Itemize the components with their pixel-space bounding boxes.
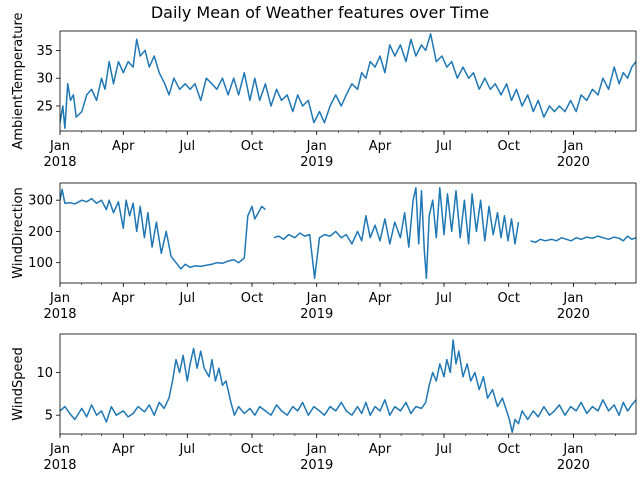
x-tick-label: Jan: [562, 442, 583, 457]
x-tick-label: Jan: [562, 291, 583, 306]
y-tick-label: 200: [28, 225, 53, 240]
x-tick-label: Jul: [435, 442, 452, 457]
y-tick-label: 25: [36, 100, 53, 115]
figure-title: Daily Mean of Weather features over Time: [151, 3, 489, 22]
series-line-1-0: [60, 188, 266, 270]
x-tick-label: Apr: [112, 442, 135, 457]
x-tick-label: Jan: [49, 291, 70, 306]
y-axis-label: AmbientTemperature: [11, 12, 26, 149]
x-tick-label: Jul: [178, 442, 195, 457]
axes-frame: [59, 182, 637, 284]
x-tick-year-label: 2020: [557, 155, 590, 170]
series-line-2-0: [60, 339, 636, 434]
y-tick-label: 100: [28, 256, 53, 271]
x-tick-year-label: 2020: [557, 458, 590, 473]
y-axis-label: WindDirection: [11, 187, 26, 278]
y-axis-label: WindSpeed: [11, 347, 26, 420]
x-tick-label: Jul: [435, 139, 452, 154]
x-tick-year-label: 2019: [300, 458, 333, 473]
x-tick-year-label: 2018: [43, 458, 76, 473]
x-tick-label: Oct: [241, 139, 263, 154]
x-tick-label: Jan: [49, 139, 70, 154]
series-line-1-2: [530, 235, 636, 244]
y-tick-label: 5: [45, 409, 53, 424]
x-tick-label: Jul: [435, 291, 452, 306]
axes-frame: [59, 30, 637, 132]
x-tick-label: Jan: [562, 139, 583, 154]
x-tick-label: Apr: [112, 291, 135, 306]
y-tick-label: 35: [36, 44, 53, 59]
x-tick-label: Apr: [369, 442, 392, 457]
y-tick-label: 300: [28, 194, 53, 209]
x-tick-label: Apr: [369, 139, 392, 154]
x-tick-year-label: 2020: [557, 307, 590, 322]
x-tick-label: Jan: [306, 291, 327, 306]
x-tick-label: Jul: [178, 139, 195, 154]
x-tick-label: Oct: [497, 139, 519, 154]
series-line-1-1: [273, 186, 520, 280]
x-tick-label: Jan: [306, 139, 327, 154]
x-tick-label: Oct: [497, 442, 519, 457]
axes-frame: [59, 333, 637, 435]
x-tick-label: Jan: [49, 442, 70, 457]
x-tick-year-label: 2019: [300, 155, 333, 170]
y-tick-label: 30: [36, 72, 53, 87]
series-line-0-0: [60, 33, 636, 129]
x-tick-label: Oct: [497, 291, 519, 306]
x-tick-label: Jul: [178, 291, 195, 306]
x-tick-label: Oct: [241, 442, 263, 457]
x-tick-year-label: 2018: [43, 155, 76, 170]
x-tick-label: Apr: [369, 291, 392, 306]
x-tick-label: Jan: [306, 442, 327, 457]
x-tick-label: Oct: [241, 291, 263, 306]
x-tick-label: Apr: [112, 139, 135, 154]
x-tick-year-label: 2018: [43, 307, 76, 322]
x-tick-year-label: 2019: [300, 307, 333, 322]
y-tick-label: 10: [36, 366, 53, 381]
